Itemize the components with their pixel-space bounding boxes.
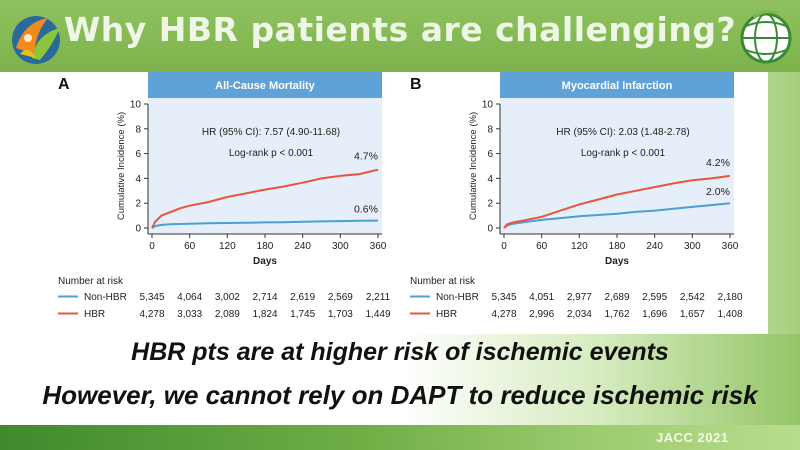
end-label-hbr: 4.7% — [354, 151, 378, 163]
risk-cell: 4,064 — [177, 292, 202, 303]
risk-cell: 5,345 — [139, 292, 164, 303]
title-banner — [0, 0, 800, 72]
x-tick-label: 0 — [149, 241, 155, 252]
stat-annotation: HR (95% CI): 2.03 (1.48-2.78) — [556, 127, 689, 138]
end-label-hbr: 4.2% — [706, 157, 730, 169]
risk-cell: 1,657 — [680, 309, 705, 320]
risk-cell: 1,824 — [252, 309, 277, 320]
risk-cell: 2,714 — [252, 292, 277, 303]
risk-cell: 3,033 — [177, 309, 202, 320]
journal-credit: JACC 2021 — [656, 430, 729, 445]
y-axis-label: Cumulative Incidence (%) — [116, 112, 127, 220]
y-axis-label: Cumulative Incidence (%) — [468, 112, 479, 220]
x-tick-label: 180 — [609, 241, 626, 252]
series-line-hbr — [151, 168, 379, 229]
risk-cell: 2,619 — [290, 292, 315, 303]
risk-cell: 4,278 — [491, 309, 516, 320]
x-tick-label: 60 — [536, 241, 548, 252]
x-tick-label: 120 — [571, 241, 588, 252]
risk-cell: 1,762 — [604, 309, 629, 320]
bottom-bar — [0, 425, 800, 450]
y-tick-label: 10 — [130, 100, 142, 111]
x-tick-label: 360 — [722, 241, 739, 252]
x-tick-label: 0 — [501, 241, 507, 252]
end-label-non-hbr: 2.0% — [706, 186, 730, 198]
risk-table-header: Number at risk — [410, 276, 476, 287]
risk-row-name: HBR — [436, 309, 457, 320]
x-tick-label: 60 — [184, 241, 196, 252]
plot-area — [500, 98, 734, 234]
x-tick-label: 180 — [257, 241, 274, 252]
risk-cell: 2,180 — [717, 292, 742, 303]
risk-cell: 5,345 — [491, 292, 516, 303]
y-tick-label: 6 — [487, 149, 493, 160]
risk-cell: 2,211 — [366, 292, 391, 303]
risk-cell: 1,408 — [717, 309, 742, 320]
figure-panel: A All-Cause Mortality 0 2 4 6 8 10 0 60 120 180 240 3… — [48, 72, 768, 334]
risk-cell: 1,703 — [328, 309, 353, 320]
risk-cell: 4,278 — [139, 309, 164, 320]
x-tick-label: 300 — [332, 241, 349, 252]
panel-letter: A — [58, 76, 70, 93]
x-tick-label: 120 — [219, 241, 236, 252]
risk-cell: 1,745 — [290, 309, 315, 320]
risk-row-name: HBR — [84, 309, 105, 320]
society-logo-icon — [12, 16, 60, 64]
risk-cell: 2,034 — [567, 309, 592, 320]
risk-cell: 2,595 — [642, 292, 667, 303]
end-label-non-hbr: 0.6% — [354, 204, 378, 216]
panel-header — [500, 72, 734, 98]
series-line-non-hbr — [503, 202, 731, 229]
risk-cell: 1,449 — [365, 309, 390, 320]
y-tick-label: 2 — [135, 199, 141, 210]
plot-area — [148, 98, 382, 234]
risk-row-name: Non-HBR — [436, 292, 479, 303]
risk-cell: 2,977 — [567, 292, 592, 303]
risk-cell: 2,569 — [328, 292, 353, 303]
y-tick-label: 6 — [135, 149, 141, 160]
panel-title: All-Cause Mortality — [215, 80, 316, 92]
series-line-hbr — [503, 174, 731, 229]
panel-letter: B — [410, 76, 422, 93]
x-tick-label: 300 — [684, 241, 701, 252]
y-tick-label: 10 — [482, 100, 494, 111]
risk-cell: 2,996 — [529, 309, 554, 320]
y-tick-label: 8 — [487, 124, 493, 135]
slide-title: Why HBR patients are challenging? — [63, 10, 737, 49]
risk-cell: 2,689 — [604, 292, 629, 303]
stat-annotation: HR (95% CI): 7.57 (4.90-11.68) — [202, 127, 340, 138]
risk-cell: 1,696 — [642, 309, 667, 320]
panel-header — [148, 72, 382, 98]
statement-dapt: However, we cannot rely on DAPT to reduc… — [42, 380, 758, 410]
y-tick-label: 0 — [135, 224, 141, 235]
risk-cell: 3,002 — [215, 292, 240, 303]
x-axis-label: Days — [605, 256, 629, 267]
y-tick-label: 8 — [135, 124, 141, 135]
series-line-non-hbr — [151, 219, 379, 229]
risk-row-name: Non-HBR — [84, 292, 127, 303]
y-tick-label: 0 — [487, 224, 493, 235]
panel-title: Myocardial Infarction — [562, 80, 673, 92]
risk-cell: 2,542 — [680, 292, 705, 303]
y-tick-label: 4 — [487, 174, 493, 185]
risk-table-header: Number at risk — [58, 276, 124, 287]
x-axis-label: Days — [253, 256, 277, 267]
stat-annotation: Log-rank p < 0.001 — [229, 148, 314, 159]
risk-cell: 2,089 — [215, 309, 240, 320]
risk-cell: 4,051 — [529, 292, 554, 303]
y-tick-label: 4 — [135, 174, 141, 185]
statement-higher-risk: HBR pts are at higher risk of ischemic e… — [131, 338, 669, 366]
y-tick-label: 2 — [487, 199, 493, 210]
globe-logo-icon — [740, 10, 792, 64]
x-tick-label: 360 — [370, 241, 387, 252]
stat-annotation: Log-rank p < 0.001 — [581, 148, 666, 159]
x-tick-label: 240 — [646, 241, 663, 252]
x-tick-label: 240 — [294, 241, 311, 252]
